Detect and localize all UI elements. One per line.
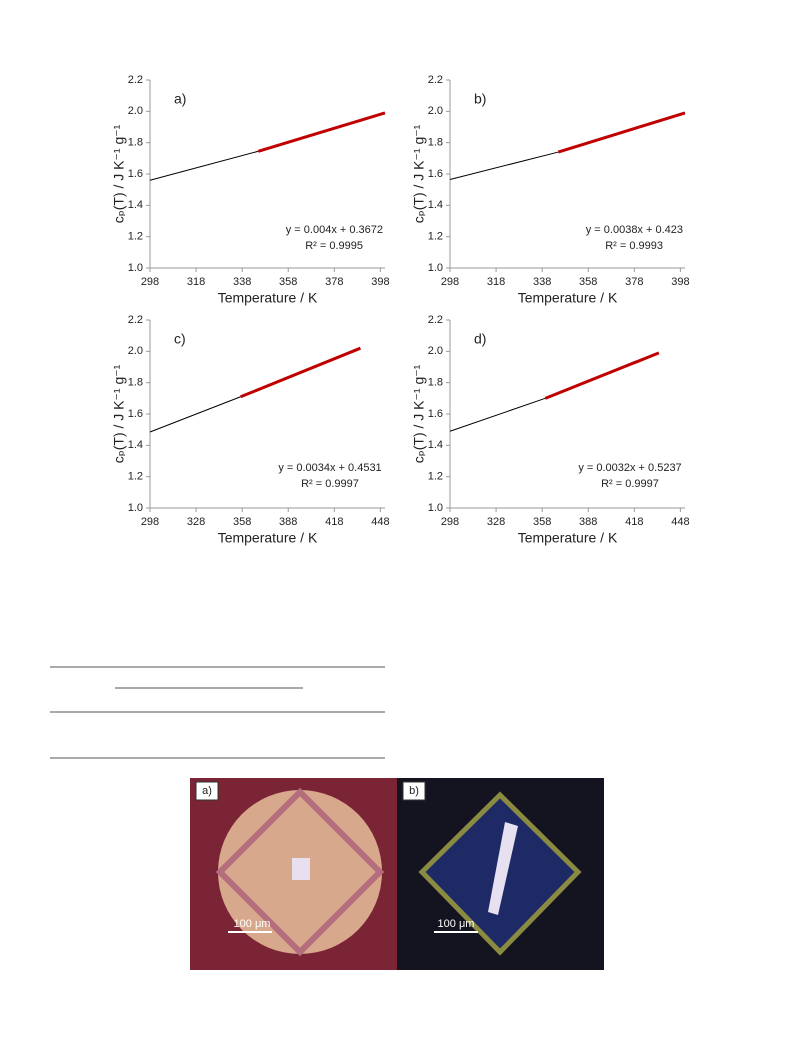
y-tick-label: 1.4: [128, 199, 143, 211]
y-tick-label: 1.0: [128, 262, 143, 274]
x-tick-label: 298: [441, 516, 459, 528]
y-tick-label: 2.0: [428, 345, 443, 357]
panel-label: a): [202, 785, 212, 797]
data-line: [449, 397, 546, 432]
data-line: [240, 346, 361, 399]
x-tick-label: 298: [441, 276, 459, 288]
fit-r-squared: R² = 0.9997: [601, 478, 659, 490]
scale-label: 100 μm: [438, 918, 475, 930]
y-tick-label: 1.0: [428, 502, 443, 514]
x-axis-title: Temperature / K: [218, 290, 318, 306]
x-tick-label: 378: [325, 276, 343, 288]
panel-label: a): [174, 91, 186, 107]
scale-label: 100 μm: [234, 918, 271, 930]
y-tick-label: 1.8: [428, 137, 443, 149]
y-tick-label: 2.0: [128, 105, 143, 117]
y-tick-label: 1.0: [128, 502, 143, 514]
data-line: [557, 111, 686, 154]
x-tick-label: 358: [533, 516, 551, 528]
y-axis-title: cₚ(T) / J K⁻¹ g⁻¹: [411, 364, 427, 463]
y-tick-label: 1.6: [428, 168, 443, 180]
fit-r-squared: R² = 0.9997: [301, 478, 359, 490]
y-tick-label: 1.4: [428, 439, 443, 451]
y-tick-label: 1.4: [128, 439, 143, 451]
x-tick-label: 338: [233, 276, 251, 288]
y-tick-label: 1.2: [428, 231, 443, 243]
micrograph-b: b) 100 μm: [397, 778, 604, 970]
x-tick-label: 358: [233, 516, 251, 528]
y-tick-label: 1.2: [128, 471, 143, 483]
y-tick-label: 2.2: [428, 314, 443, 326]
x-tick-label: 298: [141, 516, 159, 528]
y-tick-label: 1.0: [428, 262, 443, 274]
panel-label: b): [409, 785, 419, 797]
x-tick-label: 388: [579, 516, 597, 528]
panel-label: d): [474, 331, 486, 347]
data-line: [257, 111, 386, 153]
x-tick-label: 398: [371, 276, 389, 288]
panel-label: c): [174, 331, 186, 347]
y-tick-label: 1.2: [128, 231, 143, 243]
x-tick-label: 318: [187, 276, 205, 288]
fit-r-squared: R² = 0.9993: [605, 240, 663, 252]
fit-r-squared: R² = 0.9995: [305, 240, 363, 252]
x-tick-label: 388: [279, 516, 297, 528]
x-tick-label: 398: [671, 276, 689, 288]
x-axis-title: Temperature / K: [218, 530, 318, 546]
x-tick-label: 338: [533, 276, 551, 288]
y-tick-label: 2.2: [128, 74, 143, 86]
x-tick-label: 328: [487, 516, 505, 528]
x-tick-label: 448: [371, 516, 389, 528]
x-tick-label: 298: [141, 276, 159, 288]
data-line: [149, 150, 259, 181]
x-tick-label: 378: [625, 276, 643, 288]
y-tick-label: 1.8: [428, 377, 443, 389]
fit-equation: y = 0.0038x + 0.423: [586, 224, 683, 236]
fit-equation: y = 0.0032x + 0.5237: [578, 462, 681, 474]
y-tick-label: 1.8: [128, 377, 143, 389]
micrograph-a: a) 100 μm: [190, 778, 397, 970]
x-tick-label: 418: [325, 516, 343, 528]
y-tick-label: 1.8: [128, 137, 143, 149]
y-tick-label: 1.4: [428, 199, 443, 211]
y-tick-label: 2.0: [428, 105, 443, 117]
x-tick-label: 448: [671, 516, 689, 528]
data-line: [149, 396, 241, 433]
y-tick-label: 2.0: [128, 345, 143, 357]
y-tick-label: 2.2: [128, 314, 143, 326]
y-axis-title: cₚ(T) / J K⁻¹ g⁻¹: [111, 124, 127, 223]
x-tick-label: 358: [579, 276, 597, 288]
y-tick-label: 1.2: [428, 471, 443, 483]
y-axis-title: cₚ(T) / J K⁻¹ g⁻¹: [111, 364, 127, 463]
x-tick-label: 318: [487, 276, 505, 288]
data-line: [544, 351, 660, 400]
x-axis-title: Temperature / K: [518, 530, 618, 546]
panel-label: b): [474, 91, 486, 107]
x-axis-title: Temperature / K: [518, 290, 618, 306]
x-tick-label: 328: [187, 516, 205, 528]
x-tick-label: 358: [279, 276, 297, 288]
y-tick-label: 1.6: [428, 408, 443, 420]
x-tick-label: 418: [625, 516, 643, 528]
y-tick-label: 1.6: [128, 408, 143, 420]
y-axis-title: cₚ(T) / J K⁻¹ g⁻¹: [411, 124, 427, 223]
fit-equation: y = 0.004x + 0.3672: [286, 224, 383, 236]
y-tick-label: 2.2: [428, 74, 443, 86]
y-tick-label: 1.6: [128, 168, 143, 180]
data-line: [449, 151, 559, 180]
fit-equation: y = 0.0034x + 0.4531: [278, 462, 381, 474]
